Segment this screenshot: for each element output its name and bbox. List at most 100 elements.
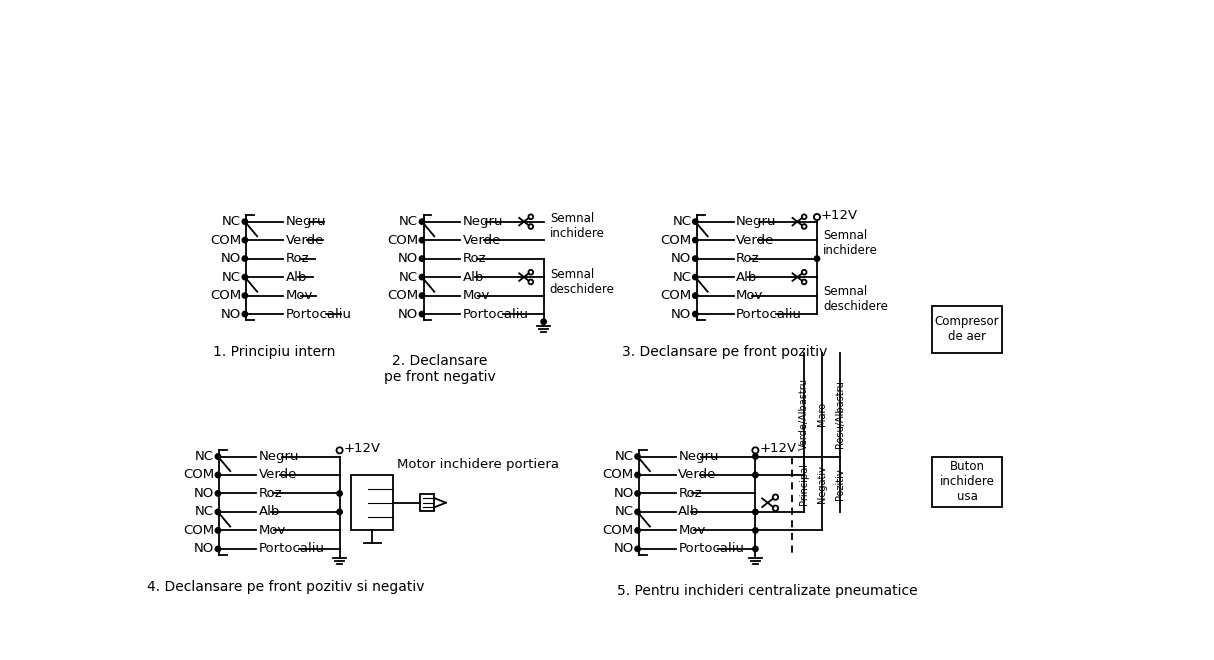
Circle shape [693, 312, 698, 317]
Text: NC: NC [614, 450, 634, 463]
Text: Alb: Alb [736, 271, 758, 284]
Circle shape [242, 275, 248, 280]
Text: Compresor
de aer: Compresor de aer [935, 315, 999, 343]
Text: Mov: Mov [285, 289, 313, 302]
Text: Semnal
inchidere: Semnal inchidere [550, 213, 605, 240]
Circle shape [419, 275, 425, 280]
Circle shape [635, 510, 640, 515]
Text: NO: NO [671, 252, 692, 265]
Circle shape [215, 454, 221, 459]
Text: COM: COM [387, 234, 418, 247]
Text: COM: COM [183, 469, 214, 482]
Circle shape [242, 256, 248, 261]
Text: NC: NC [673, 271, 692, 284]
Text: Semnal
inchidere: Semnal inchidere [823, 229, 878, 257]
Text: NC: NC [399, 215, 418, 228]
Text: COM: COM [387, 289, 418, 302]
Text: +12V: +12V [759, 442, 796, 455]
Circle shape [693, 238, 698, 243]
Text: Negru: Negru [259, 450, 299, 463]
Text: Mov: Mov [736, 289, 764, 302]
Text: Roz: Roz [285, 252, 310, 265]
Circle shape [753, 510, 758, 515]
Text: Portocaliu: Portocaliu [736, 308, 802, 321]
Text: Roz: Roz [736, 252, 760, 265]
Text: Verde: Verde [259, 469, 297, 482]
Text: COM: COM [210, 234, 242, 247]
Circle shape [635, 491, 640, 496]
Circle shape [419, 238, 425, 243]
Text: Negativ: Negativ [817, 465, 827, 503]
Circle shape [419, 219, 425, 224]
Text: Verde: Verde [463, 234, 501, 247]
Text: Portocaliu: Portocaliu [285, 308, 352, 321]
Circle shape [635, 546, 640, 552]
Bar [420, 494, 435, 511]
Text: Verde: Verde [736, 234, 775, 247]
Text: Motor inchidere portiera: Motor inchidere portiera [397, 458, 560, 471]
Bar [351, 475, 393, 531]
Text: +12V: +12V [344, 442, 380, 455]
Text: Alb: Alb [259, 506, 280, 519]
Text: COM: COM [660, 234, 692, 247]
Text: Mov: Mov [463, 289, 490, 302]
Text: NO: NO [398, 308, 418, 321]
Text: COM: COM [602, 469, 634, 482]
Text: Portocaliu: Portocaliu [463, 308, 529, 321]
Circle shape [242, 293, 248, 298]
Text: Mov: Mov [679, 524, 705, 537]
Text: Pozitiv: Pozitiv [835, 469, 845, 500]
Text: Rosu/Albastru: Rosu/Albastru [835, 379, 845, 447]
Circle shape [753, 454, 758, 459]
Text: Principal: Principal [799, 463, 809, 505]
Text: NO: NO [221, 252, 242, 265]
Text: Alb: Alb [679, 506, 699, 519]
Circle shape [541, 319, 546, 325]
Text: Semnal
deschidere: Semnal deschidere [823, 284, 887, 313]
Text: Portocaliu: Portocaliu [259, 543, 324, 556]
Text: +12V: +12V [821, 209, 858, 222]
Circle shape [419, 293, 425, 298]
Text: NC: NC [399, 271, 418, 284]
Circle shape [693, 293, 698, 298]
Circle shape [242, 238, 248, 243]
Circle shape [337, 510, 342, 515]
Text: Alb: Alb [463, 271, 484, 284]
Text: COM: COM [183, 524, 214, 537]
Text: Roz: Roz [259, 487, 283, 500]
Circle shape [693, 275, 698, 280]
Text: NO: NO [194, 543, 214, 556]
Text: NC: NC [614, 506, 634, 519]
Text: NO: NO [194, 487, 214, 500]
Text: 3. Declansare pe front pozitiv: 3. Declansare pe front pozitiv [622, 345, 827, 359]
Text: NO: NO [671, 308, 692, 321]
Text: NC: NC [222, 215, 242, 228]
Text: 2. Declansare
pe front negativ: 2. Declansare pe front negativ [384, 354, 495, 384]
Circle shape [215, 510, 221, 515]
Circle shape [815, 256, 819, 261]
Circle shape [215, 491, 221, 496]
Text: NO: NO [613, 543, 634, 556]
Circle shape [753, 473, 758, 478]
Circle shape [753, 528, 758, 533]
Text: Roz: Roz [679, 487, 702, 500]
Text: 4. Declansare pe front pozitiv si negativ: 4. Declansare pe front pozitiv si negati… [147, 579, 425, 594]
Circle shape [215, 473, 221, 478]
Text: Portocaliu: Portocaliu [679, 543, 744, 556]
Text: Maro: Maro [817, 402, 827, 426]
Circle shape [693, 256, 698, 261]
Text: NC: NC [195, 450, 214, 463]
Text: NO: NO [398, 252, 418, 265]
Circle shape [419, 312, 425, 317]
Text: Verde/Albastru: Verde/Albastru [799, 378, 809, 449]
Text: Semnal
deschidere: Semnal deschidere [550, 268, 614, 296]
Circle shape [635, 528, 640, 533]
Circle shape [635, 454, 640, 459]
Circle shape [215, 546, 221, 552]
Bar [932, 306, 1002, 352]
Text: Negru: Negru [285, 215, 327, 228]
Circle shape [337, 491, 342, 496]
Text: Negru: Negru [679, 450, 719, 463]
Text: Buton
inchidere
usa: Buton inchidere usa [940, 460, 994, 503]
Circle shape [215, 528, 221, 533]
